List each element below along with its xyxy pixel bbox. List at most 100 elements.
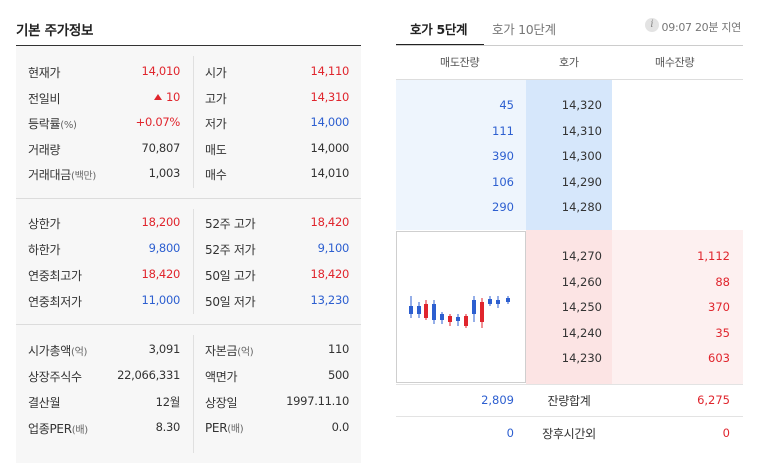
header-bid-quantity: 매수잔량 [655,56,695,69]
ask-price-area [526,80,612,230]
info-value: 9,100 [317,241,350,255]
column-divider [193,56,194,188]
info-value: 22,066,331 [117,368,180,382]
stock-info-row: 전일비 10 고가 14,310 [16,88,361,108]
mini-candlestick-chart [396,231,526,383]
info-value: 0.0 [331,420,350,434]
info-value: 9,800 [148,241,181,255]
summary-divider [396,416,743,417]
ask-row[interactable]: 390 14,300 [396,146,743,166]
info-label: 상장주식수 [28,370,82,384]
info-value: 3,091 [148,342,181,356]
info-value: 14,000 [310,140,350,155]
info-unit: (배) [71,425,88,436]
info-value: 18,420 [141,267,181,281]
tab-5-levels[interactable]: 호가 5단계 [410,22,468,37]
after-hours-ask-quantity: 0 [506,426,514,440]
candlestick-chart-icon [409,296,510,328]
remaining-total-row: 2,809 잔량합계 6,275 [396,389,743,411]
remaining-total-label: 잔량합계 [547,394,591,408]
info-label: 전일비 [28,91,61,106]
info-label: 거래량 [28,142,61,157]
summary-divider [396,384,743,385]
basic-stock-info-title: 기본 주가정보 [16,23,94,39]
bid-row[interactable]: 14,240 35 [396,323,743,343]
after-hours-row: 0 장후시간외 0 [396,422,743,444]
info-value: 18,200 [141,215,181,229]
price-range-section: 상한가 18,200 52주 고가 18,420 하한가 9,800 52주 저가 9,100… [16,199,361,324]
header-divider [396,79,743,80]
info-label: 시가총액(억) [28,344,88,358]
info-label: 자본금(억) [205,344,254,358]
bid-row[interactable]: 14,230 603 [396,348,743,368]
info-label: 연중최저가 [28,295,82,309]
info-label: 고가 [205,91,227,106]
tab-10-levels[interactable]: 호가 10단계 [492,22,556,37]
total-ask-quantity: 2,809 [481,393,514,407]
bid-price: 14,260 [561,274,602,289]
stock-info-row: 현재가 14,010 시가 14,110 [16,62,361,82]
info-label: 상한가 [28,217,61,231]
bid-quantity: 1,112 [697,249,730,263]
bid-quantity: 88 [715,274,730,289]
ask-quantity: 390 [492,149,514,163]
info-label: 매도 [205,142,227,157]
tab-divider [396,45,743,46]
info-unit: (억) [70,347,88,358]
order-book-panel: 호가 5단계 호가 10단계 i 09:07 20분 지연 매도잔량 호가 매수… [396,0,743,463]
bid-price: 14,230 [561,351,602,365]
info-value: 11,000 [141,293,181,307]
bid-row[interactable]: 14,270 1,112 [396,246,743,266]
ask-price: 14,320 [561,98,602,112]
info-label: 하한가 [28,243,61,257]
ask-row[interactable]: 290 14,280 [396,197,743,217]
ask-quantity-area [396,80,526,230]
column-divider [193,209,194,314]
info-unit: (배) [227,424,244,435]
info-label: 연중최고가 [28,269,82,283]
stock-info-row: 상한가 18,200 52주 고가 18,420 [16,213,361,233]
info-value: 14,010 [310,166,350,180]
info-label: 등락률(%) [28,117,77,131]
stock-info-row: 결산월 12월 상장일 1997.11.10 [16,392,361,412]
stock-info-row: 거래대금(백만) 1,003 매수 14,010 [16,164,361,184]
ask-row[interactable]: 111 14,310 [396,121,743,141]
header-ask-quantity: 매도잔량 [440,56,480,69]
info-label: 52주 저가 [205,243,256,257]
column-divider [193,335,194,453]
basic-stock-info-panel: 기본 주가정보 현재가 14,010 시가 14,110 전일비 10 고가 14,310 등락… [16,0,361,463]
info-label: 매수 [205,168,227,182]
ask-price: 14,290 [561,174,602,189]
bid-row[interactable]: 14,250 370 [396,297,743,317]
title-divider [16,45,361,46]
info-label: 저가 [205,117,227,131]
ask-quantity: 111 [492,123,514,138]
info-icon[interactable]: i [645,18,659,32]
ask-row[interactable]: 106 14,290 [396,172,743,192]
info-value: 14,310 [310,89,350,104]
bid-row[interactable]: 14,260 88 [396,272,743,292]
section-divider [16,324,361,325]
ask-price: 14,310 [561,123,602,138]
ask-quantity: 106 [492,174,514,189]
info-value: 10 [153,90,180,104]
info-label: 현재가 [28,66,61,80]
bid-price: 14,250 [561,300,602,314]
ask-row[interactable]: 45 14,320 [396,95,743,115]
info-value: 12월 [155,395,181,409]
info-label: 업종PER(배) [28,422,88,436]
header-price: 호가 [559,56,579,69]
info-label: 50일 고가 [205,269,256,283]
total-bid-quantity: 6,275 [697,393,730,407]
delay-notice: 09:07 20분 지연 [661,21,742,34]
info-value: 14,010 [141,64,181,78]
stock-info-row: 상장주식수 22,066,331 액면가 500 [16,366,361,386]
stock-info-row: 연중최저가 11,000 50일 저가 13,230 [16,291,361,311]
info-value: 1997.11.10 [286,394,349,408]
bid-quantity: 370 [708,300,730,314]
bid-price: 14,240 [561,325,602,340]
stock-info-row: 등락률(%) +0.07% 저가 14,000 [16,113,361,133]
info-label: 결산월 [28,396,61,410]
ask-price: 14,300 [561,149,602,163]
info-label: 52주 고가 [205,217,256,231]
